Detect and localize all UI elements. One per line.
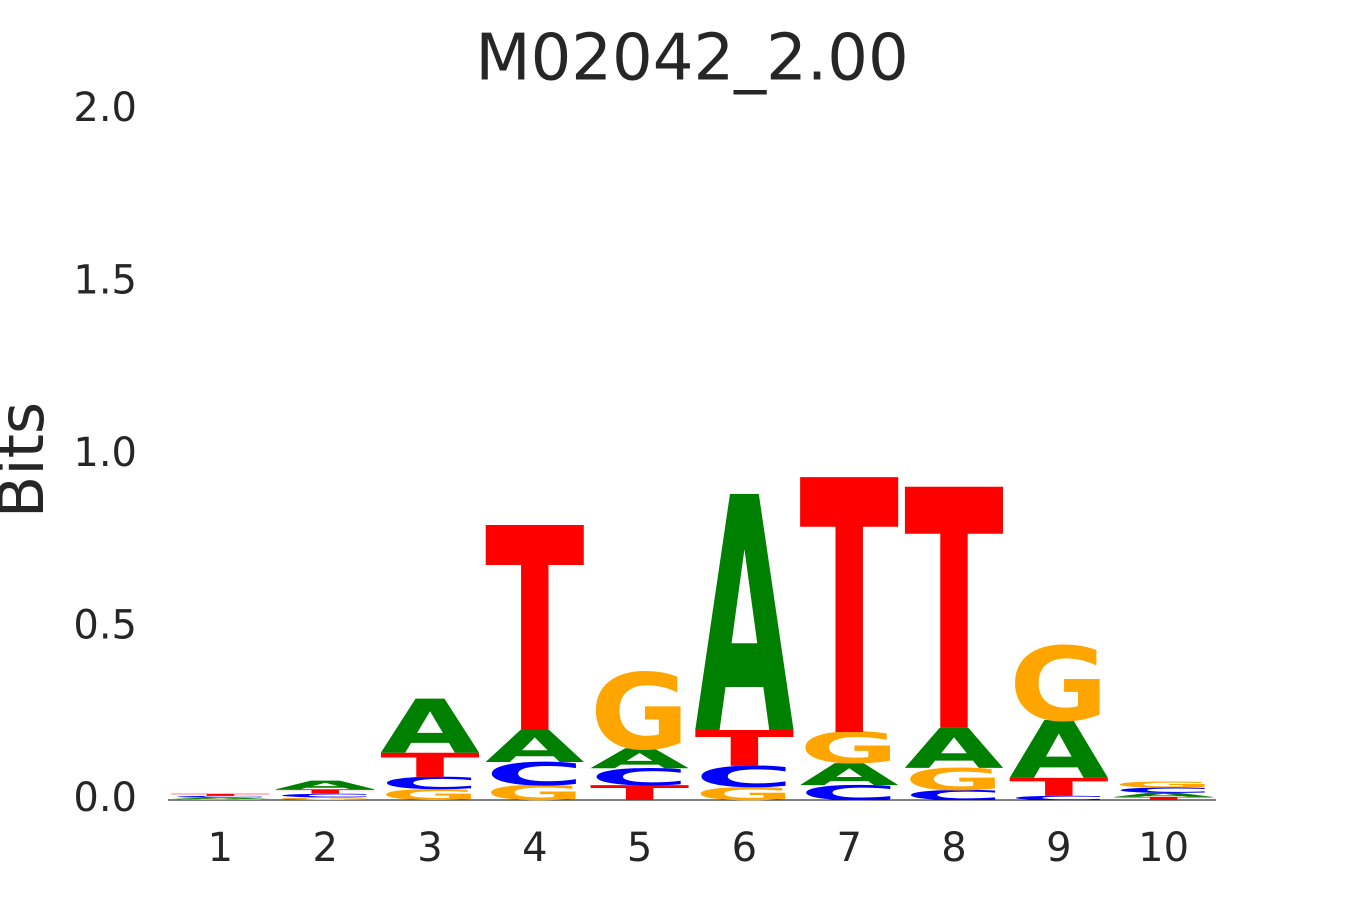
letter-glyph: C [171,795,271,798]
letter-glyph: T [799,407,899,815]
letter-glyph: A [1009,705,1109,798]
x-tick-label: 1 [208,825,233,871]
letter-glyph: C [1114,786,1214,794]
x-tick-label: 3 [417,825,442,871]
y-tick-label: 2.0 [73,85,137,131]
letter-glyph: A [799,758,899,793]
x-tick-label: 9 [1046,825,1071,871]
letter-glyph: C [695,761,795,794]
x-tick-label: 4 [522,825,547,871]
x-tick-label: 5 [627,825,652,871]
letter-glyph: G [485,781,585,805]
x-tick-label: 2 [312,825,337,871]
chart-title: M02042_2.00 [475,22,908,96]
letter-glyph: C [380,774,480,793]
letter-glyph: T [1114,796,1214,801]
letter-glyph: T [171,793,271,796]
letter-glyph: T [1009,773,1110,802]
letter-glyph: G [275,797,375,801]
letter-glyph: C [485,756,585,793]
letter-glyph: T [904,420,1004,806]
letter-glyph: G [904,762,1004,797]
x-tick-label: 6 [732,825,757,871]
letter-glyph: T [275,788,375,795]
letter-glyph: G [695,783,795,804]
letter-glyph: A [485,722,585,773]
letter-glyph: T [380,747,480,785]
y-tick-label: 1.5 [73,258,137,304]
letter-glyph: A [171,797,271,799]
letter-glyph: C [275,793,375,799]
letter-glyph: C [1009,795,1109,802]
letter-glyph: G [171,799,271,801]
letter-glyph: A [275,778,375,792]
x-tick-label: 7 [836,825,861,871]
letter-glyph: A [1114,792,1214,799]
x-tick-label: 10 [1138,825,1189,871]
letter-glyph: T [695,720,795,778]
letter-glyph: G [380,786,480,804]
y-axis-label: Bits [0,402,58,518]
letter-glyph: A [695,431,795,807]
letter-glyph: G [1114,781,1214,790]
letter-glyph: C [799,781,899,805]
y-tick-label: 1.0 [73,430,137,476]
letter-glyph: G [799,724,899,774]
letter-glyph: A [590,743,690,775]
letter-glyph: A [380,683,480,770]
letter-glyph: T [485,469,585,797]
x-tick-label: 8 [941,825,966,871]
letter-glyph: C [904,787,1004,803]
letter-glyph: C [590,764,690,791]
y-tick-label: 0.0 [73,775,137,821]
letter-glyph: T [590,781,690,805]
y-tick-label: 0.5 [73,603,137,649]
letter-glyph: G [1009,626,1109,744]
letter-glyph: A [904,717,1004,781]
letter-glyph: G [590,652,690,774]
